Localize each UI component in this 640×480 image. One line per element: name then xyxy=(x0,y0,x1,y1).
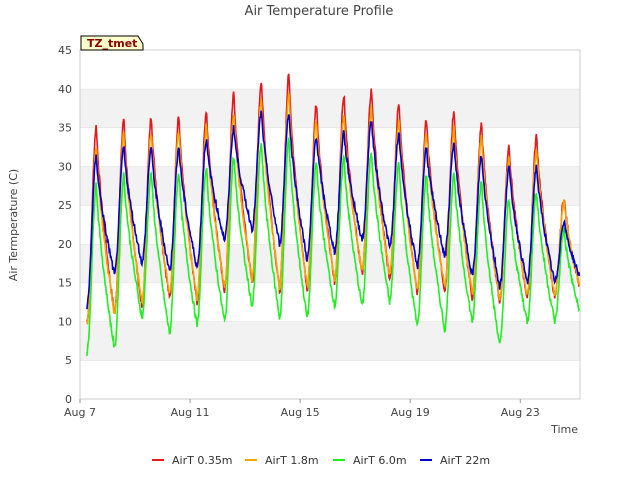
legend-label: AirT 1.8m xyxy=(265,454,319,467)
series-lines xyxy=(86,73,581,356)
legend: AirT 0.35m AirT 1.8m AirT 6.0m AirT 22m xyxy=(152,454,490,467)
x-axis-ticks: Aug 7 Aug 11 Aug 15 Aug 19 Aug 23 xyxy=(64,399,540,419)
legend-label: AirT 0.35m xyxy=(172,454,233,467)
x-axis-label: Time xyxy=(550,423,578,436)
y-tick-label: 25 xyxy=(58,199,72,212)
y-tick-label: 30 xyxy=(58,160,72,173)
y-tick-label: 40 xyxy=(58,83,72,96)
grid-band xyxy=(80,166,580,206)
x-tick-label: Aug 19 xyxy=(391,406,430,419)
y-tick-label: 20 xyxy=(58,238,72,251)
y-tick-label: 45 xyxy=(58,44,72,57)
x-tick-label: Aug 23 xyxy=(501,406,540,419)
legend-label: AirT 22m xyxy=(440,454,490,467)
y-tick-label: 15 xyxy=(58,277,72,290)
plot-frame xyxy=(79,49,581,400)
legend-label: AirT 6.0m xyxy=(353,454,407,467)
x-tick-label: Aug 15 xyxy=(281,406,320,419)
y-axis-label: Air Termperature (C) xyxy=(7,169,20,281)
grid-band xyxy=(80,88,580,128)
site-tag: TZ_tmet xyxy=(80,35,144,51)
grid-band xyxy=(80,127,580,167)
y-tick-label: 10 xyxy=(58,315,72,328)
series-line-1 xyxy=(86,92,581,325)
grid-band xyxy=(80,282,580,322)
y-tick-label: 35 xyxy=(58,122,72,135)
y-tick-label: 5 xyxy=(65,354,72,367)
x-tick-label: Aug 11 xyxy=(171,406,210,419)
site-tag-label: TZ_tmet xyxy=(87,37,137,50)
grid-band xyxy=(80,321,580,361)
x-tick-label: Aug 7 xyxy=(64,406,96,419)
grid-band xyxy=(80,50,580,89)
grid-band xyxy=(80,360,580,399)
series-line-3 xyxy=(86,110,581,310)
chart-title: Air Temperature Profile xyxy=(245,4,394,19)
series-line-2 xyxy=(86,137,580,356)
y-axis-ticks: 0 5 10 15 20 25 30 35 40 45 xyxy=(58,44,72,406)
y-tick-label: 0 xyxy=(65,393,72,406)
